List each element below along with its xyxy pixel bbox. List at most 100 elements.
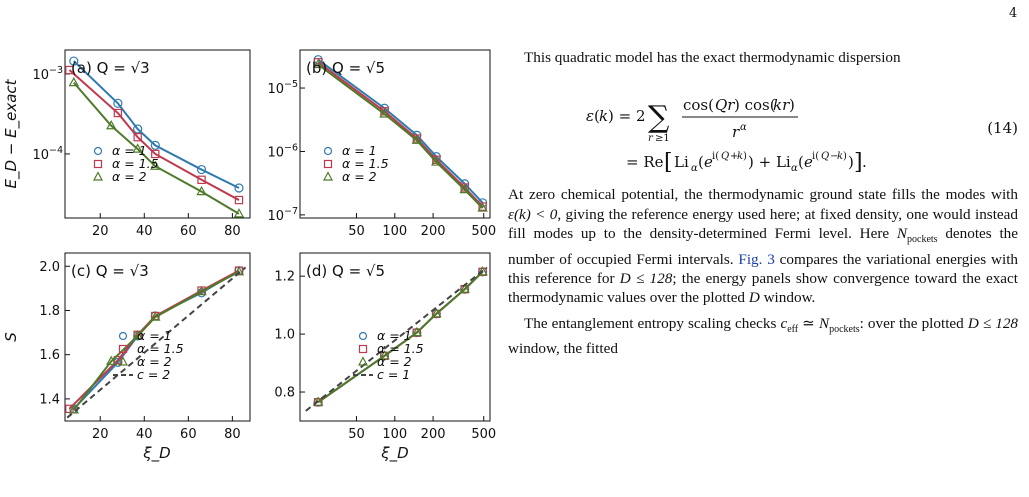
y-axis-label-energy: E_D − E_exact — [2, 78, 21, 188]
data-point — [459, 283, 470, 293]
paragraph-dispersion: This quadratic model has the exact therm… — [524, 49, 901, 66]
y-tick-label: 1.0 — [274, 328, 295, 343]
legend-label: α = 2 — [342, 169, 377, 184]
x-tick-label: 60 — [180, 427, 197, 442]
svg-text:k: k — [837, 151, 843, 162]
x-tick-label: 200 — [421, 427, 446, 442]
data-point — [150, 311, 161, 321]
legend-marker — [323, 146, 333, 156]
legend-marker — [358, 331, 368, 341]
data-point — [379, 350, 390, 360]
legend-marker — [118, 344, 128, 354]
svg-text:): ) — [848, 153, 854, 171]
data-point — [233, 208, 245, 218]
figure-reference-link[interactable]: Fig. 3 — [738, 250, 775, 268]
svg-text:): ) — [789, 96, 795, 114]
math-npockets: N — [818, 314, 830, 332]
data-point — [233, 266, 245, 276]
svg-text:) = 2: ) = 2 — [608, 107, 646, 125]
svg-text:) cos(: ) cos( — [734, 96, 776, 114]
svg-text:≥1: ≥1 — [655, 133, 670, 144]
legend-label: α = 2 — [377, 354, 412, 369]
legend-label: α = 2 — [137, 354, 172, 369]
series-line-1 — [73, 60, 240, 189]
x-tick-label: 50 — [348, 224, 365, 239]
svg-text:r: r — [648, 133, 654, 144]
svg-text:α: α — [691, 163, 698, 174]
x-axis-label-d: ξ_D — [380, 444, 408, 463]
legend-label: c = 1 — [377, 367, 410, 382]
math-npockets: N — [896, 225, 908, 243]
legend-marker — [93, 146, 103, 156]
text-span: At zero chemical potential, the thermody… — [508, 186, 1018, 204]
x-tick-label: 20 — [92, 224, 109, 239]
text-span: ; the energy panels show convergence tow… — [508, 270, 1019, 307]
math-subscript: eff — [787, 323, 799, 335]
data-point — [113, 108, 123, 118]
x-tick-label: 60 — [180, 224, 197, 239]
data-point — [65, 65, 74, 75]
x-tick-label: 80 — [224, 224, 241, 239]
data-point — [69, 56, 79, 66]
svg-text:i(: i( — [812, 151, 819, 162]
y-tick-label: 10−5 — [267, 79, 298, 97]
math-condition: ε(k) < 0 — [508, 205, 558, 223]
legend-marker — [323, 171, 333, 181]
svg-text:) + Li: ) + Li — [748, 153, 791, 171]
equation-number: (14) — [987, 119, 1018, 138]
svg-text:i(: i( — [712, 151, 719, 162]
y-tick-label: 10−4 — [32, 145, 63, 163]
data-point — [234, 195, 244, 205]
svg-text:α: α — [791, 163, 798, 174]
data-point — [411, 326, 423, 337]
svg-text:[: [ — [664, 150, 673, 175]
panel-title: (b) Q = √5 — [306, 59, 385, 77]
text-span: : over the plotted — [859, 314, 968, 332]
panel-title: (c) Q = √3 — [71, 262, 149, 280]
data-point — [234, 183, 244, 193]
data-point — [431, 156, 442, 166]
panel-c: 20 40 60 80 1.4 1.6 1.8 2.0 (c) Q = √3 α = 1α = 1… — [39, 252, 251, 442]
svg-text:+: + — [730, 151, 738, 162]
legend-label: α = 1.5 — [137, 341, 184, 356]
data-point — [68, 76, 80, 87]
svg-text:e: e — [804, 153, 813, 171]
legend-marker — [358, 356, 368, 366]
svg-text:r: r — [732, 123, 740, 141]
y-axis-label-entropy: S — [2, 332, 20, 342]
page-number: 4 — [1009, 6, 1018, 21]
text-column: This quadratic model has the exact therm… — [508, 48, 1018, 359]
text-span: window, the fitted — [508, 340, 618, 358]
data-point — [151, 149, 160, 159]
math-simeq: ≃ — [798, 314, 819, 332]
svg-text:): ) — [843, 151, 847, 162]
figure-panels: 20 40 60 80(a) Q = √3α = 1α = 1.5α = 210−31… — [2, 49, 496, 463]
legend-label: α = 1 — [342, 143, 377, 158]
legend-marker — [358, 344, 368, 354]
y-tick-label: 10−6 — [267, 142, 298, 160]
legend-marker — [118, 331, 128, 341]
data-point — [196, 164, 207, 175]
data-point — [113, 98, 123, 108]
math-ceff: c — [780, 314, 788, 332]
math-d-bound: D ≤ 128 — [967, 314, 1019, 332]
data-point — [196, 285, 207, 296]
data-point — [150, 160, 161, 170]
panel-title: (a) Q = √3 — [71, 59, 150, 77]
legend-label: α = 1.5 — [377, 341, 424, 356]
svg-text:kr: kr — [773, 96, 790, 114]
svg-text:ε: ε — [586, 107, 594, 125]
panel-title: (d) Q = √5 — [306, 262, 385, 280]
data-point — [132, 143, 143, 153]
panel-a: 20 40 60 80 (a) Q = √3 α = 1α = 1.5α = 2 — [64, 49, 251, 239]
legend-label: α = 1.5 — [112, 156, 159, 171]
legend-marker — [93, 171, 103, 181]
y-tick-label: 1.8 — [39, 304, 60, 319]
y-tick-label: 10−7 — [267, 206, 298, 224]
legend-marker — [323, 159, 333, 169]
data-point — [150, 140, 160, 150]
axes-frame — [64, 252, 251, 422]
svg-text:k: k — [599, 107, 608, 125]
math-d: D — [748, 289, 760, 307]
